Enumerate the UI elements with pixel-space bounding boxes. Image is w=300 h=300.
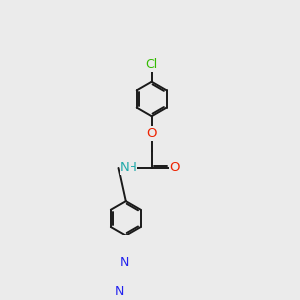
Text: O: O	[146, 127, 157, 140]
Text: N: N	[120, 256, 129, 269]
Text: H: H	[127, 161, 137, 175]
Text: N: N	[115, 284, 124, 298]
Text: O: O	[169, 161, 180, 175]
Text: N: N	[120, 161, 130, 175]
Text: Cl: Cl	[146, 58, 158, 71]
